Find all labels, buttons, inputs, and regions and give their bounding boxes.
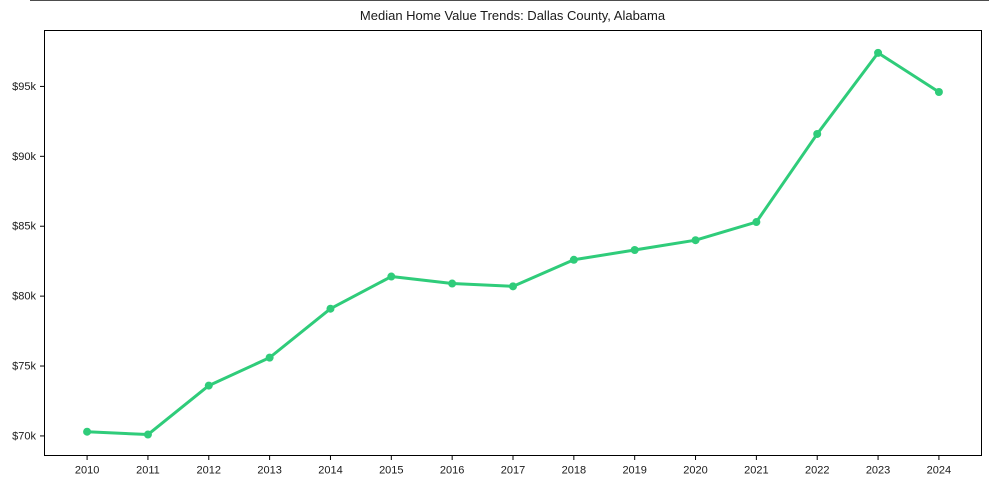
y-tick-label: $95k — [12, 81, 36, 93]
x-tick-label: 2011 — [136, 465, 160, 477]
x-tick-label: 2019 — [622, 465, 646, 477]
x-tick-label: 2023 — [866, 465, 890, 477]
data-point-2024 — [934, 88, 943, 97]
data-point-2021 — [752, 218, 761, 227]
line-series — [85, 51, 941, 437]
x-tick-label: 2024 — [927, 465, 951, 477]
top-border-line — [30, 0, 989, 1]
data-point-2012 — [204, 381, 213, 390]
data-point-2018 — [569, 255, 578, 264]
x-tick-label: 2010 — [75, 465, 99, 477]
x-tick-label: 2012 — [197, 465, 221, 477]
y-tick-label: $85k — [12, 221, 36, 233]
y-tick-label: $75k — [12, 361, 36, 373]
data-point-2017 — [509, 282, 517, 291]
x-tick-label: 2018 — [562, 465, 586, 477]
x-tick-label: 2020 — [683, 465, 707, 477]
x-tick-label: 2022 — [805, 465, 829, 477]
x-tick-label: 2015 — [379, 465, 403, 477]
plot-border — [44, 30, 982, 456]
x-axis: 2010 2011 2012 2013 2014 2015 2016 2017 2018 2019… — [75, 455, 951, 477]
data-point-2010 — [83, 427, 92, 436]
data-point-2019 — [630, 245, 639, 254]
data-point-2013 — [265, 353, 274, 362]
data-point-2020 — [691, 236, 700, 245]
x-tick-label: 2021 — [744, 465, 768, 477]
data-point-2011 — [143, 430, 152, 439]
data-point-2022 — [813, 129, 822, 138]
chart-title: Median Home Value Trends: Dallas County,… — [359, 8, 666, 23]
y-axis: $70k $75k $80k $85k $90k $95k — [12, 81, 45, 442]
data-point-2015 — [387, 272, 396, 281]
x-tick-label: 2013 — [257, 465, 281, 477]
y-tick-label: $70k — [12, 430, 36, 442]
data-point-2023 — [874, 48, 883, 57]
data-point-2016 — [448, 279, 457, 288]
data-point-2014 — [326, 304, 335, 313]
x-tick-label: 2017 — [501, 465, 525, 477]
x-tick-label: 2016 — [440, 465, 464, 477]
y-tick-label: $90k — [12, 151, 36, 163]
x-tick-label: 2014 — [318, 465, 342, 477]
data-points — [83, 48, 943, 439]
y-tick-label: $80k — [12, 291, 36, 303]
